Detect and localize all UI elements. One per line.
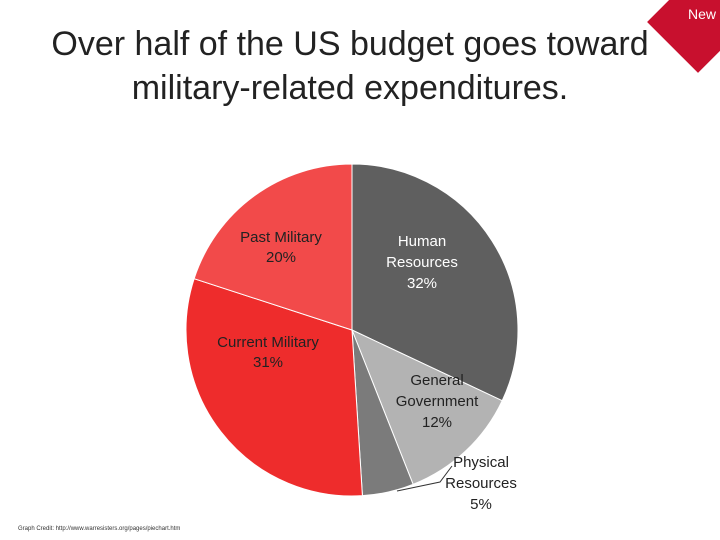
slide-title: Over half of the US budget goes toward m…	[40, 22, 660, 110]
pie-slice-general-government	[351, 329, 503, 485]
pie-slice-past-military	[193, 163, 353, 331]
new-badge-label: New	[687, 6, 716, 22]
graph-credit: Graph Credit: http://www.warresisters.or…	[18, 526, 181, 532]
pie-label-past-military: Past Military 20%	[240, 229, 322, 266]
pie-slice-human-resources	[351, 163, 519, 402]
pie-label-general-government: General Government 12%	[396, 372, 479, 431]
slide-title-line-2: military-related expenditures.	[131, 69, 569, 107]
pie-label-current-military: Current Military 31%	[217, 334, 319, 371]
pie-label-physical-resources: Physical Resources 5%	[445, 454, 517, 513]
pie-slice-current-military	[185, 278, 363, 497]
physical-resources-leader-line	[396, 465, 453, 492]
slide-title-line-1: Over half of the US budget goes toward	[51, 25, 649, 63]
pie-label-human-resources: Human Resources 32%	[386, 233, 458, 292]
